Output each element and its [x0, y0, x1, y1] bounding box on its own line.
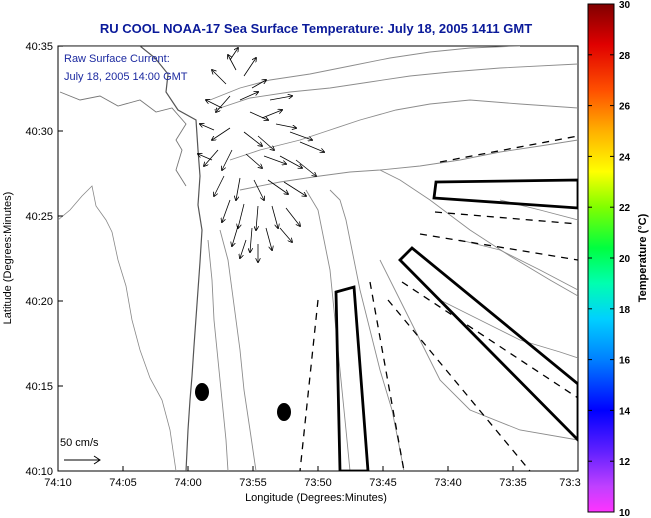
plot-area: Raw Surface Current: July 18, 2005 14:00…	[57, 45, 579, 472]
dashed-sector-lines	[299, 135, 578, 471]
colorbar: 30 28 26 24 22 20 18 16 14 12 10 Tempera…	[587, 0, 649, 518]
colorbar-tick: 18	[619, 305, 631, 316]
surface-current-vectors	[198, 48, 324, 262]
bathymetry-contours	[207, 46, 578, 471]
sector-outlines	[334, 178, 578, 471]
station-marker	[195, 383, 209, 401]
x-axis	[57, 466, 579, 471]
x-tick-label: 74:00	[174, 477, 202, 489]
x-tick-label: 73:55	[239, 477, 267, 489]
x-tick-label: 73:35	[499, 477, 527, 489]
colorbar-tick: 16	[619, 356, 631, 367]
x-tick-label: 74:10	[44, 477, 72, 489]
x-tick-label: 73:3	[559, 477, 580, 489]
annotation-line-2: July 18, 2005 14:00 GMT	[64, 71, 188, 83]
map-title: RU COOL NOAA-17 Sea Surface Temperature:…	[100, 21, 532, 36]
scale-arrow	[64, 455, 101, 465]
colorbar-tick: 30	[619, 0, 631, 11]
x-tick-label: 74:05	[109, 477, 137, 489]
coastline	[58, 46, 203, 471]
y-tick-label: 40:30	[25, 126, 53, 138]
y-tick-labels: 40:35 40:30 40:25 40:20 40:15 40:10	[25, 41, 53, 478]
inland-shore	[58, 185, 177, 471]
colorbar-tick: 26	[619, 102, 631, 113]
y-tick-label: 40:35	[25, 41, 53, 53]
x-tick-label: 73:50	[304, 477, 332, 489]
colorbar-tick: 14	[619, 406, 631, 417]
x-tick-label: 73:40	[434, 477, 462, 489]
colorbar-label: Temperature (°C)	[637, 213, 649, 302]
y-axis	[58, 45, 63, 472]
y-tick-label: 40:10	[25, 466, 53, 478]
y-tick-label: 40:15	[25, 381, 53, 393]
x-tick-label: 73:45	[369, 477, 397, 489]
colorbar-tick: 28	[619, 51, 631, 62]
y-tick-label: 40:25	[25, 211, 53, 223]
x-axis-label: Longitude (Degrees:Minutes)	[245, 492, 387, 504]
x-tick-labels: 74:10 74:05 74:00 73:55 73:50 73:45 73:4…	[44, 477, 580, 489]
colorbar-tick: 12	[619, 457, 631, 468]
colorbar-tick: 10	[619, 508, 631, 518]
scale-label: 50 cm/s	[60, 437, 99, 449]
colorbar-tick: 24	[619, 152, 631, 163]
y-axis-label: Latitude (Degrees:Minutes)	[2, 192, 14, 325]
y-tick-label: 40:20	[25, 296, 53, 308]
annotation-line-1: Raw Surface Current:	[64, 53, 170, 65]
colorbar-tick: 22	[619, 203, 631, 214]
bay-shoreline	[59, 91, 187, 187]
station-marker	[277, 403, 291, 421]
colorbar-tick: 20	[619, 254, 631, 265]
